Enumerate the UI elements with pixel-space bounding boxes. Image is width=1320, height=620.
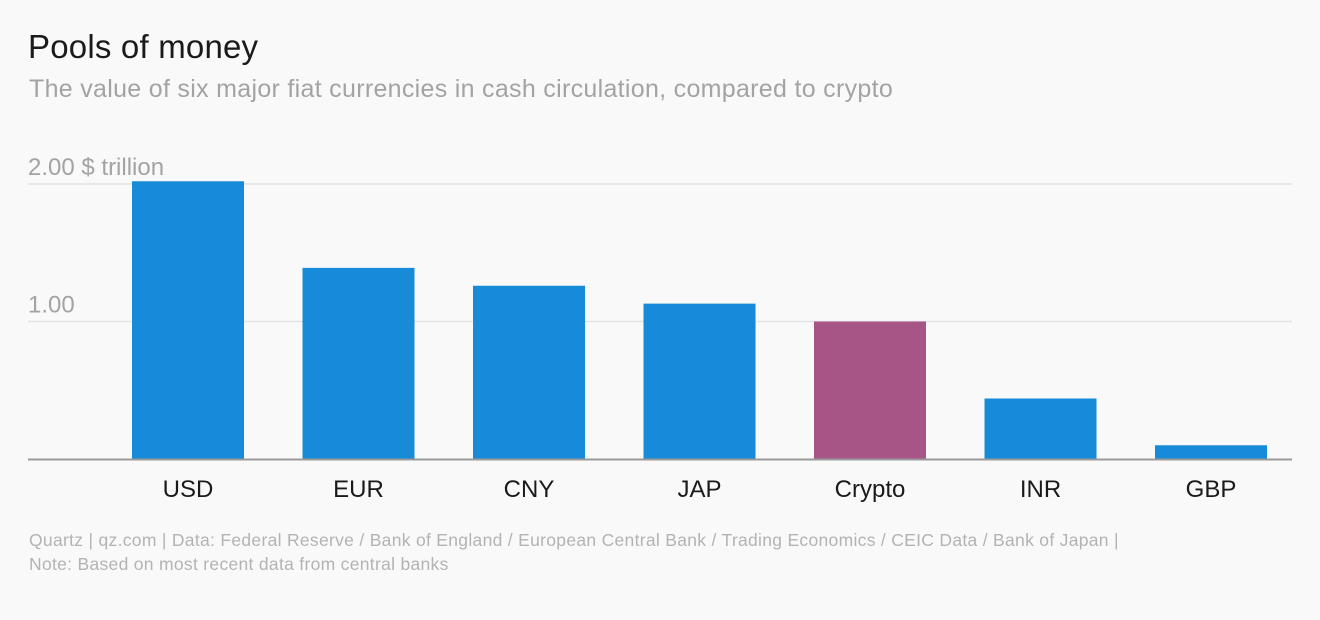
category-label: USD [163, 476, 214, 503]
category-label: Crypto [835, 476, 906, 503]
category-labels: USD EUR CNY JAP Crypto INR GBP [163, 476, 1237, 503]
y-tick-label: 1.00 [28, 292, 75, 319]
chart-title: Pools of money [28, 28, 259, 65]
y-tick-label: 2.00 $ trillion [28, 154, 164, 181]
bar-inr [984, 398, 1097, 459]
bar-jap [643, 303, 756, 459]
category-label: EUR [333, 476, 384, 503]
category-label: JAP [677, 476, 721, 503]
bar-gbp [1155, 445, 1267, 459]
bars [132, 181, 1267, 459]
y-tick-labels: 1.00 2.00 $ trillion [28, 154, 164, 319]
bar-eur [302, 267, 415, 459]
source-credit: Quartz | qz.com | Data: Federal Reserve … [29, 530, 1119, 550]
bar-cny [473, 285, 585, 459]
bar-crypto [814, 321, 926, 459]
bar-usd [132, 181, 244, 459]
category-label: CNY [504, 476, 555, 503]
bar-chart: 1.00 2.00 $ trillion USD EUR CNY JAP Crypto IN… [28, 154, 1292, 503]
chart-subtitle: The value of six major fiat currencies i… [29, 75, 894, 103]
category-label: GBP [1186, 476, 1237, 503]
footnote: Note: Based on most recent data from cen… [29, 554, 449, 574]
chart-footer: Quartz | qz.com | Data: Federal Reserve … [29, 528, 1119, 576]
category-label: INR [1020, 476, 1061, 503]
